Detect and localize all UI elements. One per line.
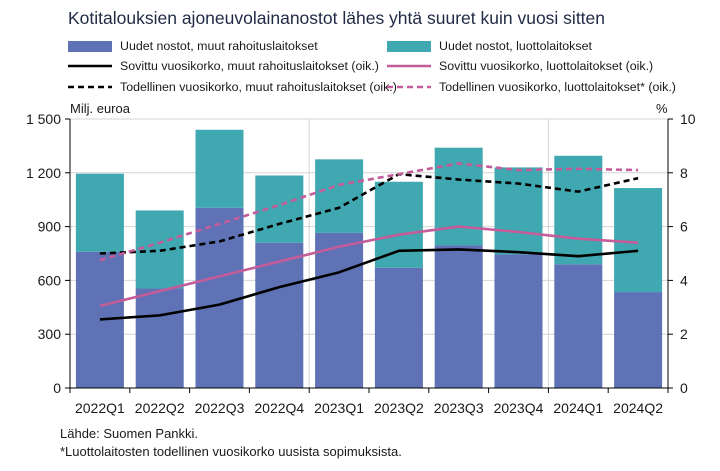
y-tick-label-left: 300 [38,326,62,342]
y-tick-label-right: 2 [680,326,688,342]
x-tick-label: 2022Q4 [254,400,304,416]
bar-uudet-muut [75,251,124,388]
legend-item-todellinen-luotto: Todellinen vuosikorko, luottolaitokset* … [387,78,676,96]
bar-uudet-muut [554,264,603,388]
x-tick-label: 2022Q3 [195,400,245,416]
legend-swatch [387,64,431,68]
bar-uudet-muut [374,267,423,388]
legend-item-sovittu-muut: Sovittu vuosikorko, muut rahoituslaitoks… [68,57,379,75]
bar-uudet-luotto [554,155,603,265]
legend-label: Sovittu vuosikorko, luottolaitokset (oik… [439,59,654,73]
y-tick-label-left: 1 200 [26,165,61,181]
legend-item-uudet-luotto: Uudet nostot, luottolaitokset [387,37,592,55]
legend-label: Sovittu vuosikorko, muut rahoituslaitoks… [120,59,379,73]
y-tick-label-left: 900 [38,219,62,235]
y-tick-label-left: 0 [53,380,61,396]
y-tick-label-right: 10 [680,111,696,127]
x-tick-label: 2022Q1 [75,400,125,416]
bar-uudet-luotto [374,181,423,268]
bar-uudet-muut [195,207,244,388]
bar-uudet-luotto [494,167,543,255]
bar-uudet-muut [135,288,184,388]
bar-uudet-luotto [75,173,124,252]
legend-item-todellinen-muut: Todellinen vuosikorko, muut rahoituslait… [68,78,397,96]
x-tick-label: 2023Q1 [314,400,364,416]
bar-uudet-luotto [315,159,364,233]
y-tick-label-right: 6 [680,219,688,235]
legend-item-sovittu-luotto: Sovittu vuosikorko, luottolaitokset (oik… [387,57,653,75]
legend-label: Uudet nostot, luottolaitokset [439,39,592,53]
bar-uudet-muut [315,232,364,388]
bar-uudet-luotto [614,188,663,293]
x-tick-label: 2023Q3 [434,400,484,416]
series-line-sovittu-muut [99,248,639,321]
x-tick-label: 2023Q2 [374,400,424,416]
source-note: Lähde: Suomen Pankki. [60,426,199,441]
y-tick-label-right: 0 [680,380,688,396]
bar-uudet-muut [255,242,304,388]
bar-uudet-muut [614,292,663,388]
y-axis-label-left: Milj. euroa [70,101,130,116]
y-axis-label-right: % [656,101,668,116]
footnote: *Luottolaitosten todellinen vuosikorko u… [60,444,402,459]
y-tick-label-right: 8 [680,165,688,181]
bar-uudet-muut [434,245,483,388]
y-tick-label-right: 4 [680,272,688,288]
legend-item-uudet-muut: Uudet nostot, muut rahoituslaitokset [68,37,318,55]
chart-title: Kotitalouksien ajoneuvolainanostot lähes… [68,8,606,28]
x-tick-label: 2023Q4 [494,400,544,416]
bar-uudet-luotto [195,129,244,208]
legend-swatch [68,85,112,89]
y-tick-label-left: 600 [38,272,62,288]
series-line-sovittu-luotto [99,225,639,308]
legend-label: Todellinen vuosikorko, muut rahoituslait… [120,80,397,94]
x-tick-label: 2024Q1 [553,400,603,416]
legend-swatch [387,85,431,89]
y-tick-label-left: 1 500 [26,111,61,127]
legend-swatch [68,40,112,52]
bar-uudet-luotto [135,210,184,289]
x-tick-label: 2022Q2 [135,400,185,416]
legend-swatch [387,40,431,52]
x-tick-label: 2024Q2 [613,400,663,416]
series-line-todellinen-muut [99,172,639,255]
legend-swatch [68,64,112,68]
legend-label: Todellinen vuosikorko, luottolaitokset* … [439,80,676,94]
series-line-todellinen-luotto [99,162,639,262]
bar-uudet-muut [494,254,543,388]
legend-label: Uudet nostot, muut rahoituslaitokset [120,39,318,53]
